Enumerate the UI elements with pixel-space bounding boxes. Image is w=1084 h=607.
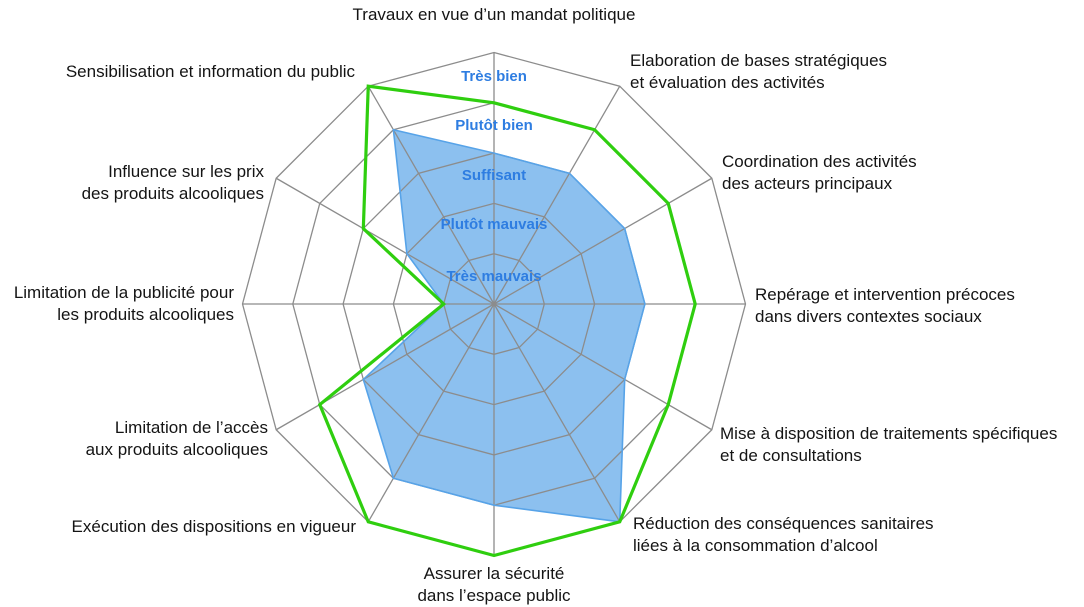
axis-label-sensibilisation-information: Sensibilisation et information du public xyxy=(15,61,355,83)
axis-label-mise-a-disposition-traitements: Mise à disposition de traitements spécif… xyxy=(720,423,1057,467)
grid-spoke-10 xyxy=(275,177,495,305)
axis-label-line: Assurer la sécurité xyxy=(423,564,565,583)
axis-label-line: dans l’espace public xyxy=(417,586,571,605)
series-blue-area-border xyxy=(362,128,646,523)
axis-label-limitation-publicite: Limitation de la publicité pour les prod… xyxy=(8,282,234,326)
axis-label-line: Mise à disposition de traitements spécif… xyxy=(720,424,1058,443)
axis-label-line: des acteurs principaux xyxy=(722,174,893,193)
axis-label-line: liées à la consommation d’alcool xyxy=(633,536,878,555)
axis-label-influence-prix: Influence sur les prix des produits alco… xyxy=(24,161,264,205)
grid-spoke-1 xyxy=(493,85,621,305)
ring-label-plutot-mauvais: Plutôt mauvais xyxy=(440,216,548,233)
grid-spoke-8 xyxy=(275,303,495,431)
axis-label-line: Réduction des conséquences sanitaires xyxy=(633,514,934,533)
axis-label-line: Coordination des activités xyxy=(722,152,917,171)
grid-spoke-7 xyxy=(367,303,495,523)
axis-label-line: Elaboration de bases stratégiques xyxy=(630,51,888,70)
axis-label-travaux-mandat-politique: Travaux en vue d’un mandat politique xyxy=(244,4,744,26)
ring-label-tres-mauvais: Très mauvais xyxy=(446,268,542,285)
grid-spoke-5 xyxy=(493,303,621,523)
axis-label-line: aux produits alcooliques xyxy=(85,440,268,459)
axis-label-reduction-consequences-sanitaires: Réduction des conséquences sanitaires li… xyxy=(633,513,934,557)
axis-label-line: et de consultations xyxy=(720,446,862,465)
axis-label-limitation-acces: Limitation de l’accès aux produits alcoo… xyxy=(28,417,268,461)
axis-label-line: des produits alcooliques xyxy=(81,184,264,203)
axis-label-reperage-intervention-precoces: Repérage et intervention précoces dans d… xyxy=(755,284,1015,328)
axis-label-line: Travaux en vue d’un mandat politique xyxy=(352,5,636,24)
axis-label-line: Sensibilisation et information du public xyxy=(65,62,355,81)
axis-label-line: dans divers contextes sociaux xyxy=(755,307,982,326)
series-green-line xyxy=(317,84,697,558)
axis-label-line: Limitation de la publicité pour xyxy=(13,283,234,302)
axis-label-elaboration-bases-strategiques: Elaboration de bases stratégiques et éva… xyxy=(630,50,887,94)
grid-spoke-11 xyxy=(367,85,495,305)
ring-label-tres-bien: Très bien xyxy=(461,68,527,85)
axis-label-line: les produits alcooliques xyxy=(57,305,234,324)
axis-label-line: Exécution des dispositions en vigueur xyxy=(71,517,356,536)
series-blue-area-fill xyxy=(363,129,645,522)
axis-label-securite-espace-public: Assurer la sécurité dans l’espace public xyxy=(349,563,639,607)
ring-label-plutot-bien: Plutôt bien xyxy=(455,117,533,134)
axis-label-coordination-activites: Coordination des activités des acteurs p… xyxy=(722,151,917,195)
axis-label-line: Limitation de l’accès xyxy=(114,418,268,437)
axis-label-line: Influence sur les prix xyxy=(108,162,264,181)
ring-label-suffisant: Suffisant xyxy=(461,167,527,184)
grid-spoke-4 xyxy=(493,303,713,431)
axis-label-execution-dispositions: Exécution des dispositions en vigueur xyxy=(16,516,356,538)
axis-label-line: et évaluation des activités xyxy=(630,73,825,92)
grid-spoke-2 xyxy=(493,177,713,305)
axis-label-line: Repérage et intervention précoces xyxy=(755,285,1015,304)
